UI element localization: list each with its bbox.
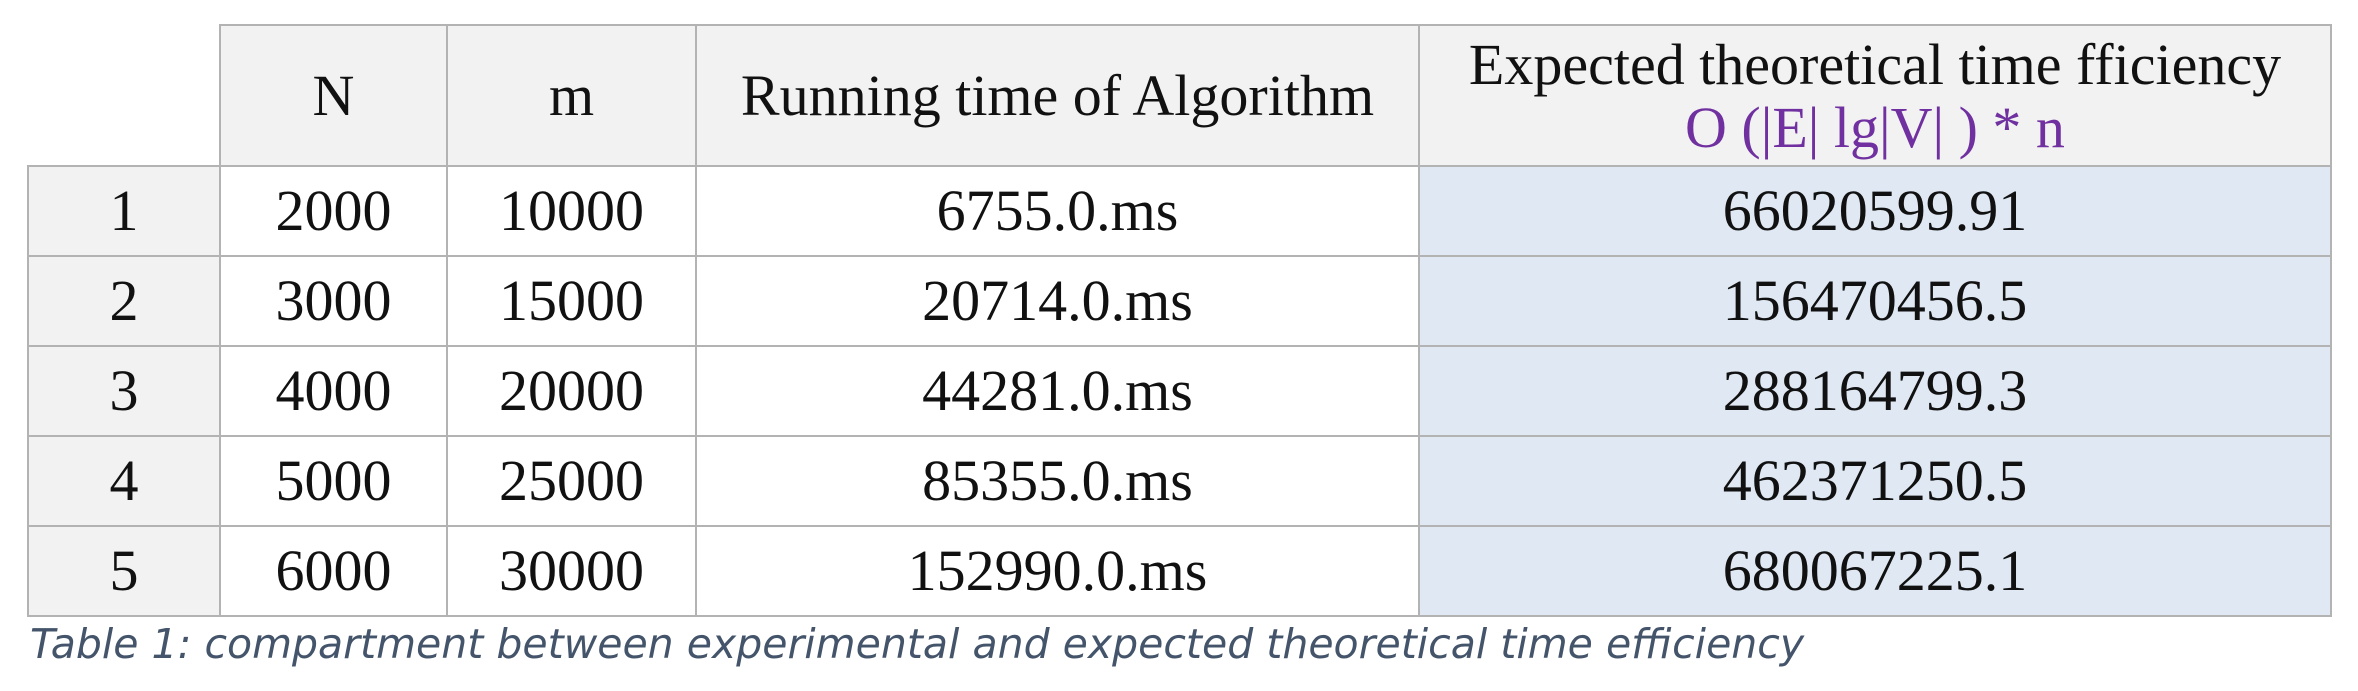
cell-n: 4000 (219, 345, 448, 437)
header-m: m (446, 24, 697, 167)
cell-n: 2000 (219, 165, 448, 257)
header-expected-title: Expected theoretical time fficiency (1468, 31, 2282, 97)
cell-expected: 66020599.91 (1418, 165, 2332, 257)
cell-expected: 156470456.5 (1418, 255, 2332, 347)
cell-expected: 680067225.1 (1418, 525, 2332, 617)
header-row: N m Running time of Algorithm Expected t… (28, 24, 2332, 167)
header-running-time: Running time of Algorithm (695, 24, 1420, 167)
cell-running-time: 20714.0.ms (695, 255, 1420, 347)
table-row: 4 5000 25000 85355.0.ms 462371250.5 (27, 435, 2332, 527)
table-row: 3 4000 20000 44281.0.ms 288164799.3 (27, 345, 2332, 437)
results-table: N m Running time of Algorithm Expected t… (27, 24, 2332, 617)
cell-m: 15000 (446, 255, 697, 347)
cell-running-time: 44281.0.ms (695, 345, 1420, 437)
cell-running-time: 152990.0.ms (695, 525, 1420, 617)
header-expected: Expected theoretical time fficiency O (|… (1418, 24, 2332, 167)
cell-m: 20000 (446, 345, 697, 437)
header-n: N (219, 24, 448, 167)
header-corner-cell (28, 25, 221, 167)
table-caption: Table 1: compartment between experimenta… (30, 620, 1805, 668)
cell-n: 3000 (219, 255, 448, 347)
table-row: 1 2000 10000 6755.0.ms 66020599.91 (27, 165, 2332, 257)
cell-running-time: 85355.0.ms (695, 435, 1420, 527)
header-expected-formula: O (|E| lg|V| ) * n (1685, 95, 2065, 161)
table-row: 5 6000 30000 152990.0.ms 680067225.1 (27, 525, 2332, 617)
row-index: 5 (27, 525, 221, 617)
row-index: 2 (27, 255, 221, 347)
cell-expected: 462371250.5 (1418, 435, 2332, 527)
row-index: 1 (27, 165, 221, 257)
cell-n: 5000 (219, 435, 448, 527)
cell-expected: 288164799.3 (1418, 345, 2332, 437)
cell-n: 6000 (219, 525, 448, 617)
cell-m: 30000 (446, 525, 697, 617)
row-index: 4 (27, 435, 221, 527)
cell-m: 10000 (446, 165, 697, 257)
cell-running-time: 6755.0.ms (695, 165, 1420, 257)
table-row: 2 3000 15000 20714.0.ms 156470456.5 (27, 255, 2332, 347)
row-index: 3 (27, 345, 221, 437)
results-table-container: N m Running time of Algorithm Expected t… (27, 24, 2332, 617)
cell-m: 25000 (446, 435, 697, 527)
